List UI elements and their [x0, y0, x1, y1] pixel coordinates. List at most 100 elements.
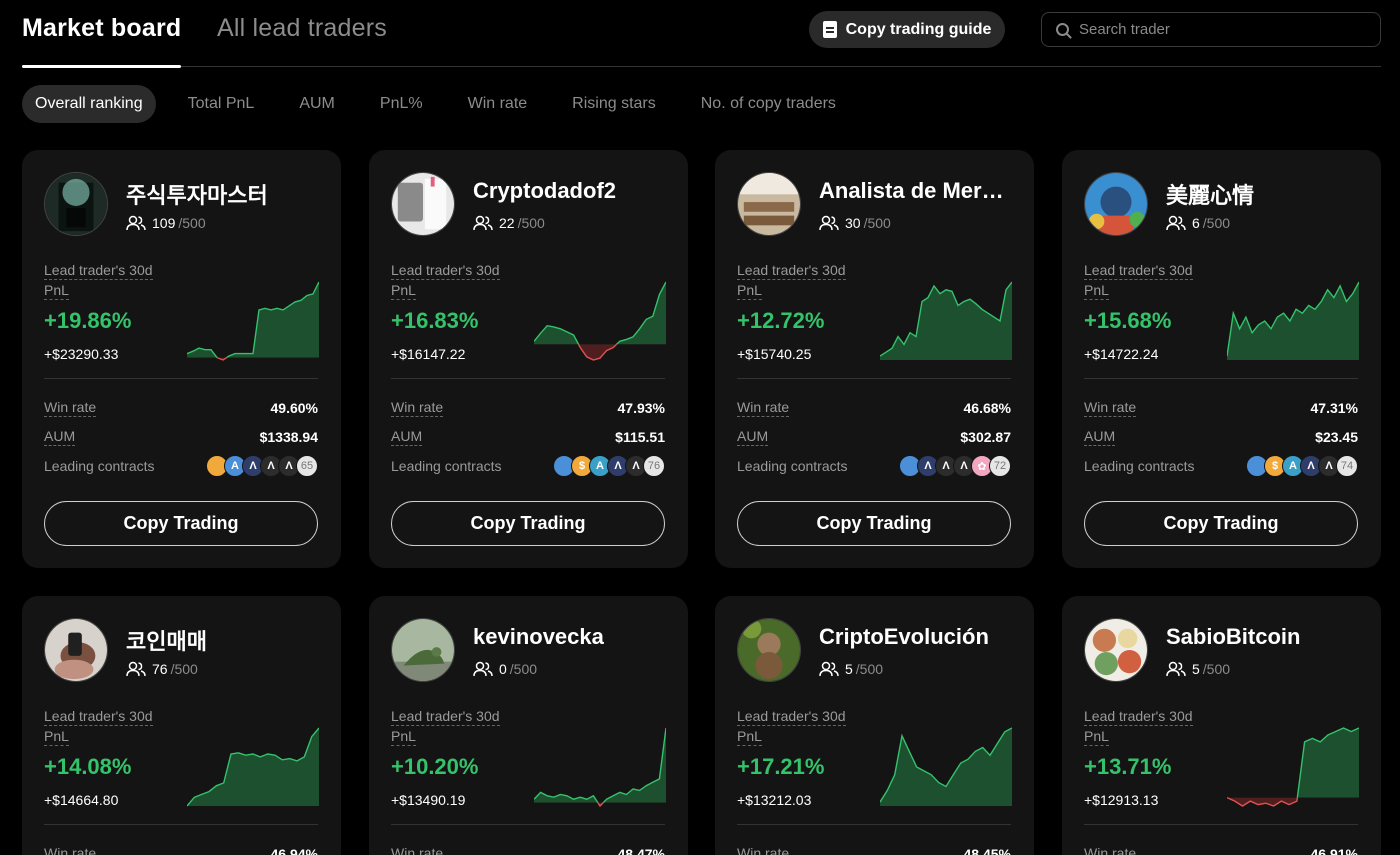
trader-name[interactable]: 美麗心情 — [1166, 183, 1255, 208]
card-divider — [737, 824, 1011, 825]
trader-avatar[interactable] — [391, 618, 455, 682]
trader-card[interactable]: 美麗心情 6 /500 Lead trader's 30d PnL +15.68… — [1062, 150, 1381, 568]
filter-total-pnl[interactable]: Total PnL — [187, 95, 255, 112]
copy-trading-button[interactable]: Copy Trading — [391, 501, 665, 546]
trader-card[interactable]: 주식투자마스터 109 /500 Lead trader's 30d PnL +… — [22, 150, 341, 568]
trader-name[interactable]: kevinovecka — [473, 624, 604, 649]
pnl-label[interactable]: Lead trader's 30d — [1084, 708, 1193, 726]
document-icon — [822, 21, 837, 38]
trader-name[interactable]: Cryptodadof2 — [473, 178, 616, 203]
leading-contracts-icons[interactable]: $ A Λ Λ 76 — [553, 455, 665, 477]
win-rate-label[interactable]: Win rate — [1084, 844, 1136, 855]
trader-avatar[interactable] — [44, 618, 108, 682]
copy-trader-count: 6 /500 — [1166, 215, 1230, 231]
trader-name[interactable]: 주식투자마스터 — [126, 183, 268, 208]
trader-avatar[interactable] — [1084, 172, 1148, 236]
trader-avatar[interactable] — [737, 618, 801, 682]
trader-card[interactable]: Analista de Mer… 30 /500 Lead trader's 3… — [715, 150, 1034, 568]
filter-aum[interactable]: AUM — [299, 95, 335, 112]
win-rate-label[interactable]: Win rate — [737, 399, 790, 417]
copy-trading-guide-button[interactable]: Copy trading guide — [809, 11, 1005, 48]
leading-contracts-label: Leading contracts — [391, 458, 502, 474]
filter-rising-stars[interactable]: Rising stars — [572, 95, 656, 112]
copy-trading-button[interactable]: Copy Trading — [1084, 501, 1358, 546]
algo-coin-icon: Λ — [953, 455, 975, 477]
search-box[interactable] — [1041, 12, 1381, 47]
more-contracts-count: 76 — [643, 455, 665, 477]
trader-avatar[interactable] — [44, 172, 108, 236]
pnl-label-suffix[interactable]: PnL — [44, 282, 69, 300]
pnl-label-suffix[interactable]: PnL — [737, 728, 762, 746]
copy-trader-current: 76 — [152, 661, 168, 677]
win-rate-label[interactable]: Win rate — [1084, 399, 1137, 417]
pnl-percent: +14.08% — [44, 754, 132, 779]
trader-card[interactable]: CriptoEvolución 5 /500 Lead trader's 30d… — [715, 596, 1034, 855]
win-rate-value: 47.31% — [1310, 399, 1358, 416]
trader-name[interactable]: CriptoEvolución — [819, 624, 989, 649]
win-rate-label[interactable]: Win rate — [391, 844, 443, 855]
leading-contracts-icons[interactable]: Λ Λ Λ ✿ 72 — [899, 455, 1011, 477]
win-rate-label[interactable]: Win rate — [391, 399, 444, 417]
pnl-label-suffix[interactable]: PnL — [391, 728, 416, 746]
trader-name[interactable]: 코인매매 — [126, 629, 207, 654]
ranking-filters: Overall ranking Total PnL AUM PnL% Win r… — [22, 85, 854, 123]
filter-overall-ranking[interactable]: Overall ranking — [22, 85, 156, 123]
pnl-label-suffix[interactable]: PnL — [1084, 728, 1109, 746]
copy-trading-button[interactable]: Copy Trading — [737, 501, 1011, 546]
trader-name[interactable]: Analista de Mer… — [819, 178, 1004, 203]
copy-trader-current: 5 — [1192, 661, 1200, 677]
pnl-line-positive — [534, 727, 666, 803]
win-rate-label[interactable]: Win rate — [44, 844, 96, 855]
pnl-label-suffix[interactable]: PnL — [44, 728, 69, 746]
filter-win-rate[interactable]: Win rate — [467, 95, 528, 112]
search-input[interactable] — [1079, 21, 1359, 38]
pnl-label[interactable]: Lead trader's 30d — [737, 708, 846, 726]
trader-card[interactable]: 코인매매 76 /500 Lead trader's 30d PnL +14.0… — [22, 596, 341, 855]
pnl-percent: +13.71% — [1084, 754, 1172, 779]
pnl-sparkline — [1227, 724, 1359, 810]
win-rate-label[interactable]: Win rate — [44, 399, 97, 417]
copy-trading-button[interactable]: Copy Trading — [44, 501, 318, 546]
pnl-label[interactable]: Lead trader's 30d — [44, 262, 153, 280]
people-icon — [1166, 215, 1186, 231]
pnl-label-suffix[interactable]: PnL — [1084, 282, 1109, 300]
trader-card[interactable]: Cryptodadof2 22 /500 Lead trader's 30d P… — [369, 150, 688, 568]
aum-label[interactable]: AUM — [1084, 428, 1116, 446]
win-rate-value: 48.47% — [617, 845, 665, 855]
aum-label[interactable]: AUM — [737, 428, 769, 446]
pnl-sparkline — [187, 724, 319, 810]
pnl-label[interactable]: Lead trader's 30d — [391, 708, 500, 726]
card-divider — [44, 378, 318, 379]
win-rate-label[interactable]: Win rate — [737, 844, 789, 855]
filter-pnl-percent[interactable]: PnL% — [379, 95, 423, 112]
pnl-label[interactable]: Lead trader's 30d — [391, 262, 500, 280]
tab-market-board[interactable]: Market board — [22, 14, 182, 42]
trader-avatar[interactable] — [1084, 618, 1148, 682]
tab-all-lead-traders[interactable]: All lead traders — [217, 14, 387, 42]
leading-contracts-icons[interactable]: $ A Λ Λ 74 — [1246, 455, 1358, 477]
trader-name[interactable]: SabioBitcoin — [1166, 624, 1301, 649]
people-icon — [819, 661, 839, 677]
pnl-amount: +$14664.80 — [44, 792, 119, 808]
pnl-label[interactable]: Lead trader's 30d — [737, 262, 846, 280]
pnl-label-suffix[interactable]: PnL — [391, 282, 416, 300]
pnl-area-negative — [534, 802, 666, 806]
trader-avatar[interactable] — [737, 172, 801, 236]
copy-trader-count: 22 /500 — [473, 215, 545, 231]
filter-no-of-copy-traders[interactable]: No. of copy traders — [700, 95, 836, 112]
aum-label[interactable]: AUM — [44, 428, 76, 446]
algorand-coin-icon: A — [1282, 455, 1304, 477]
pnl-label[interactable]: Lead trader's 30d — [1084, 262, 1193, 280]
search-icon — [1056, 23, 1069, 36]
pnl-label[interactable]: Lead trader's 30d — [44, 708, 153, 726]
trader-card[interactable]: kevinovecka 0 /500 Lead trader's 30d PnL… — [369, 596, 688, 855]
copy-trader-max: /500 — [517, 215, 545, 231]
aum-value: $23.45 — [1315, 428, 1358, 445]
trader-card[interactable]: SabioBitcoin 5 /500 Lead trader's 30d Pn… — [1062, 596, 1381, 855]
trader-avatar[interactable] — [391, 172, 455, 236]
pnl-sparkline — [534, 724, 666, 810]
people-icon — [126, 661, 146, 677]
aum-label[interactable]: AUM — [391, 428, 423, 446]
pnl-label-suffix[interactable]: PnL — [737, 282, 762, 300]
